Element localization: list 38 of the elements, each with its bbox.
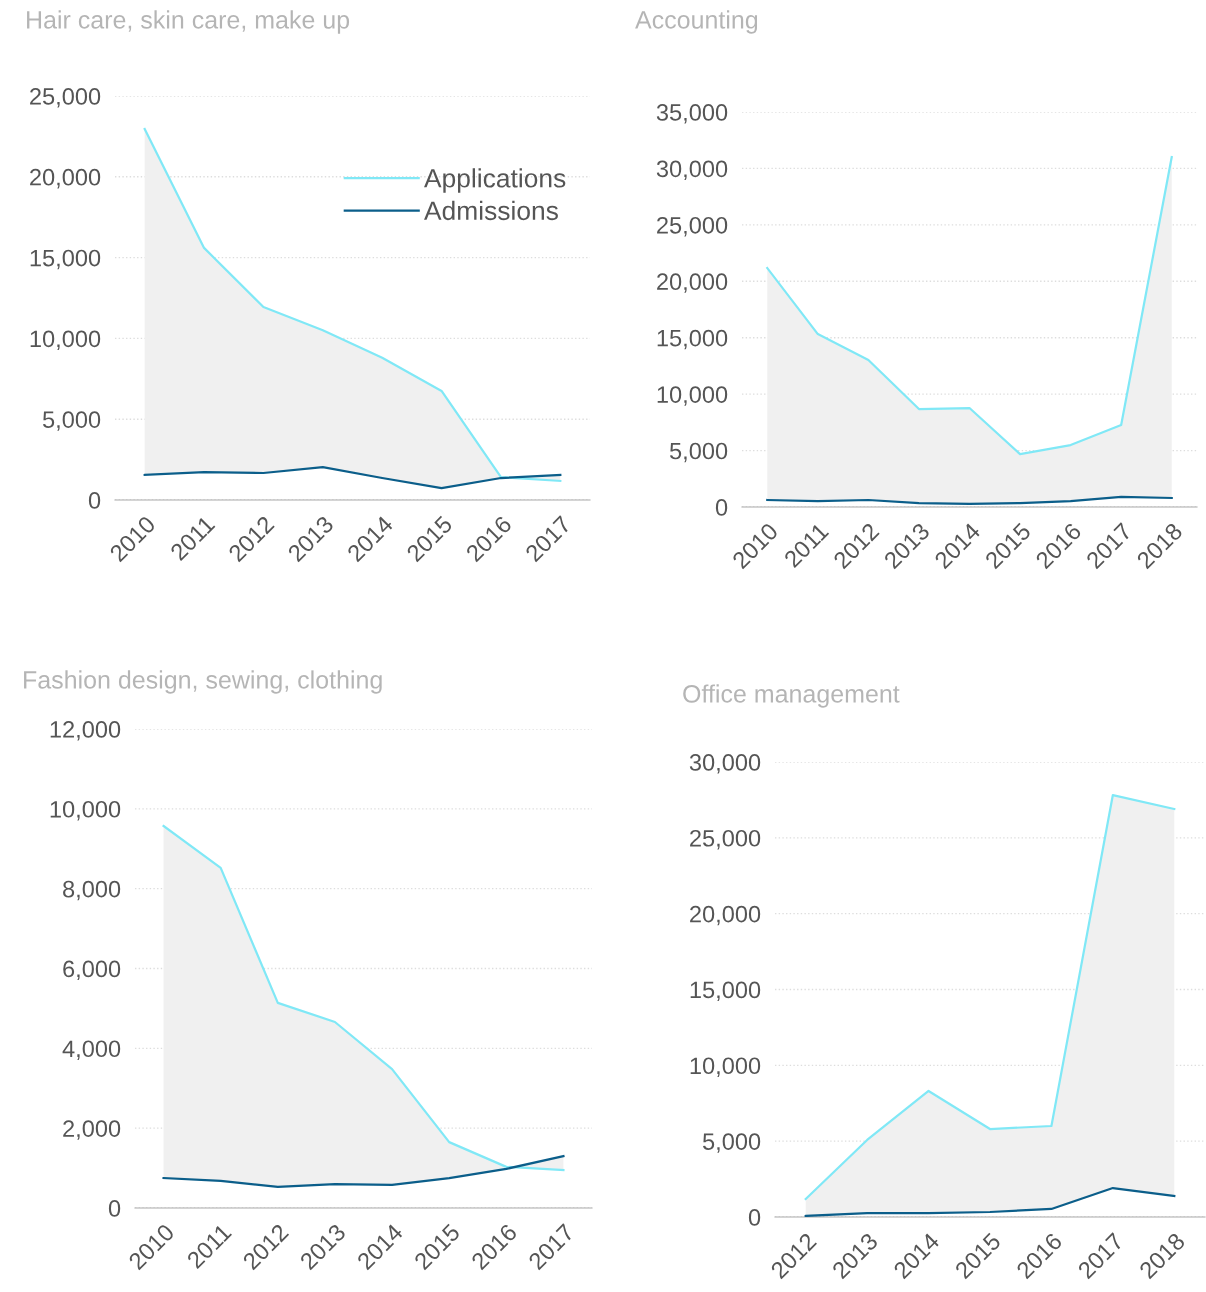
y-tick-label: 35,000: [656, 104, 728, 124]
y-tick-label: 25,000: [30, 88, 101, 108]
y-tick-label: 0: [88, 492, 101, 509]
line-series: [804, 1186, 1176, 1217]
y-tick-label: 10,000: [30, 330, 101, 350]
chart-title: Fashion design, sewing, clothing: [24, 670, 382, 694]
y-tick-label: 6,000: [63, 960, 121, 981]
y-tick-label: 20,000: [690, 905, 761, 926]
y-tick-label: 8,000: [63, 880, 121, 901]
y-tick-label: 30,000: [656, 160, 728, 181]
chart-title: Accounting: [635, 10, 758, 34]
y-tick-label: 10,000: [657, 386, 728, 406]
chart-title: Office management: [683, 684, 900, 708]
legend-label: Admissions: [424, 200, 558, 221]
y-tick-label: 5,000: [42, 411, 101, 431]
y-tick-label: 5,000: [669, 442, 728, 463]
y-tick-label: 20,000: [657, 273, 728, 293]
chart-title: Hair care, skin care, make up: [27, 10, 350, 34]
y-tick-label: 2,000: [63, 1120, 121, 1140]
y-tick-label: 0: [108, 1200, 121, 1217]
y-tick-label: 12,000: [50, 721, 121, 741]
y-tick-label: 0: [748, 1209, 761, 1226]
legend-label: Applications: [424, 168, 566, 193]
y-tick-label: 0: [715, 499, 728, 516]
y-tick-label: 30,000: [689, 754, 761, 774]
y-tick-label: 5,000: [702, 1133, 761, 1153]
y-tick-label: 15,000: [690, 981, 761, 1002]
y-tick-label: 10,000: [50, 800, 121, 821]
line-series: [143, 465, 562, 490]
y-tick-label: 15,000: [657, 329, 728, 350]
y-tick-label: 4,000: [62, 1040, 121, 1060]
y-tick-label: 20,000: [30, 168, 101, 189]
y-tick-label: 10,000: [690, 1057, 761, 1077]
y-tick-label: 25,000: [690, 829, 761, 850]
line-series: [162, 1155, 565, 1188]
y-tick-label: 15,000: [30, 249, 101, 270]
y-tick-label: 25,000: [657, 216, 728, 237]
line-series: [766, 495, 1173, 506]
